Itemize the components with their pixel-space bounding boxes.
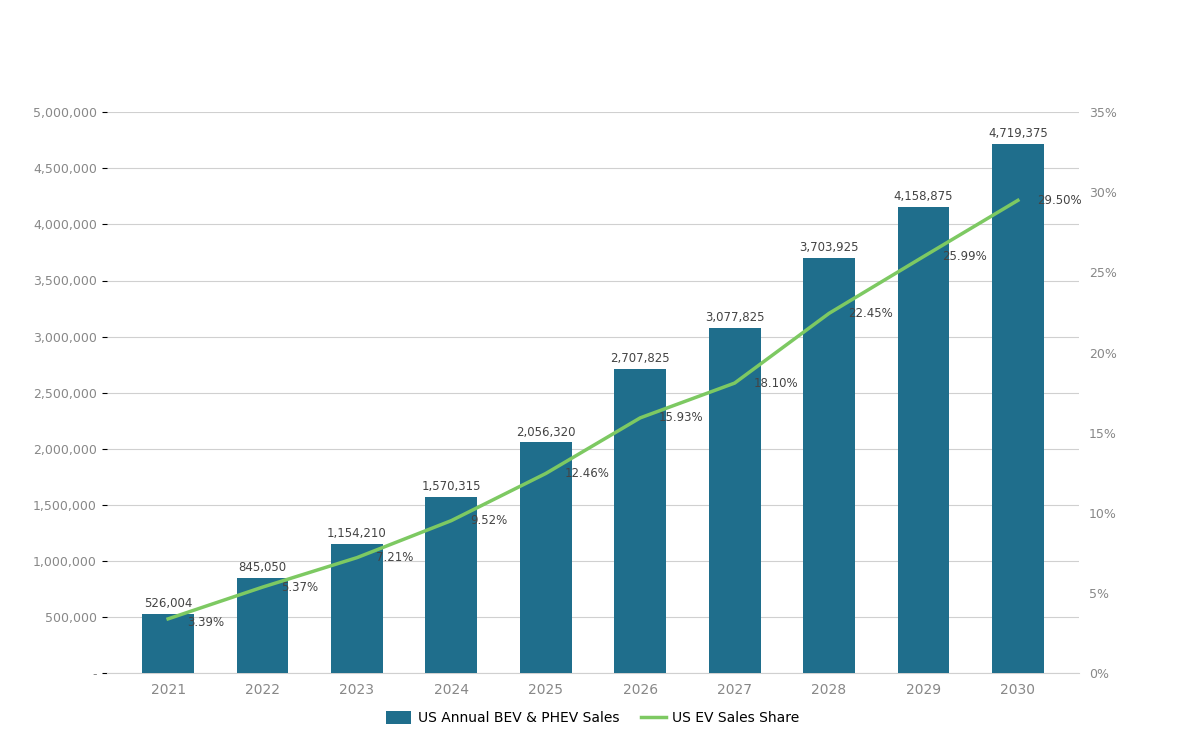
Bar xyxy=(991,144,1044,673)
Text: 29.50%: 29.50% xyxy=(1037,194,1082,207)
Text: 3.39%: 3.39% xyxy=(187,616,224,628)
Bar xyxy=(709,328,760,673)
Text: 12.46%: 12.46% xyxy=(565,467,610,480)
Text: 4,158,875: 4,158,875 xyxy=(894,190,954,203)
Text: 845,050: 845,050 xyxy=(238,562,287,574)
Bar xyxy=(614,370,667,673)
Bar xyxy=(519,443,572,673)
Bar xyxy=(331,544,383,673)
Text: 15.93%: 15.93% xyxy=(659,411,703,424)
Bar xyxy=(803,257,855,673)
Text: 5.37%: 5.37% xyxy=(281,580,319,594)
Bar xyxy=(236,578,288,673)
Text: 3,077,825: 3,077,825 xyxy=(704,311,765,324)
Text: 1,154,210: 1,154,210 xyxy=(327,527,387,540)
Text: 2,056,320: 2,056,320 xyxy=(516,426,575,438)
Text: 9.52%: 9.52% xyxy=(471,514,508,527)
Text: 25.99%: 25.99% xyxy=(943,250,987,263)
Bar xyxy=(898,206,950,673)
Legend: US Annual BEV & PHEV Sales, US EV Sales Share: US Annual BEV & PHEV Sales, US EV Sales … xyxy=(381,705,805,731)
Text: 3,703,925: 3,703,925 xyxy=(799,241,859,254)
Text: 22.45%: 22.45% xyxy=(848,307,893,320)
Text: 4,719,375: 4,719,375 xyxy=(988,126,1047,140)
Text: 526,004: 526,004 xyxy=(144,597,192,610)
Text: 2,707,825: 2,707,825 xyxy=(611,352,670,366)
Text: 18.10%: 18.10% xyxy=(753,376,798,390)
Text: 7.21%: 7.21% xyxy=(376,551,413,564)
Bar xyxy=(142,614,195,673)
Text: 1,570,315: 1,570,315 xyxy=(421,480,482,493)
Bar xyxy=(426,497,477,673)
Text: US EVs (BEV & PHEV) Sales & Sales Share Forecast: 2021-2030: US EVs (BEV & PHEV) Sales & Sales Share … xyxy=(1,32,1185,65)
